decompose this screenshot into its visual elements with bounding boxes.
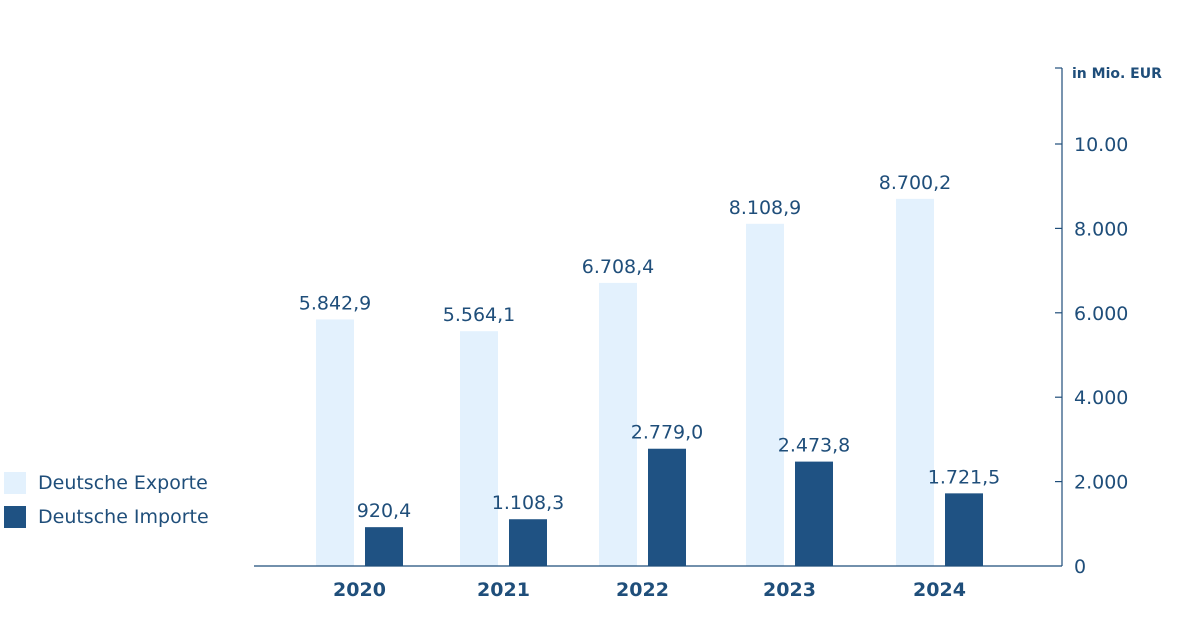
bar-imports-2024 <box>945 493 983 566</box>
x-tick-label-2022: 2022 <box>616 579 669 601</box>
value-label-exports-2021: 5.564,1 <box>443 304 516 326</box>
value-label-imports-2020: 920,4 <box>357 500 411 522</box>
y-tick-label-2000: 2.000 <box>1074 472 1128 494</box>
value-label-imports-2022: 2.779,0 <box>631 422 704 444</box>
bar-exports-2020 <box>316 319 354 566</box>
legend-label-exports: Deutsche Exporte <box>38 472 208 494</box>
y-tick-label-4000: 4.000 <box>1074 387 1128 409</box>
legend-swatch-exports <box>4 472 26 494</box>
bar-imports-2023 <box>795 461 833 566</box>
legend-swatch-imports <box>4 506 26 528</box>
value-label-exports-2023: 8.108,9 <box>729 197 802 219</box>
value-label-exports-2022: 6.708,4 <box>582 256 655 278</box>
legend-item-exports: Deutsche Exporte <box>4 466 209 500</box>
value-label-exports-2020: 5.842,9 <box>299 292 372 314</box>
legend-item-imports: Deutsche Importe <box>4 500 209 534</box>
bar-exports-2022 <box>599 282 637 566</box>
value-label-imports-2024: 1.721,5 <box>928 466 1001 488</box>
value-labels-group: 5.842,9 920,4 5.564,1 1.108,3 6.708,4 2.779,0… <box>299 172 1001 522</box>
bar-imports-2021 <box>509 519 547 566</box>
x-tick-label-2024: 2024 <box>913 579 966 601</box>
x-tick-label-2020: 2020 <box>333 579 386 601</box>
y-tick-label-10000: 10.00 <box>1074 134 1128 156</box>
x-tick-label-2023: 2023 <box>763 579 816 601</box>
bar-exports-2021 <box>460 331 498 566</box>
y-tick-label-0: 0 <box>1074 556 1086 578</box>
value-label-exports-2024: 8.700,2 <box>879 172 952 194</box>
bar-exports-2024 <box>896 198 934 566</box>
bars-group <box>316 198 983 566</box>
legend: Deutsche Exporte Deutsche Importe <box>4 466 209 534</box>
x-axis: 2020 2021 2022 2023 2024 <box>254 565 1062 601</box>
y-unit-label: in Mio. EUR <box>1072 66 1162 82</box>
y-tick-label-6000: 6.000 <box>1074 303 1128 325</box>
legend-label-imports: Deutsche Importe <box>38 506 209 528</box>
bar-exports-2023 <box>746 223 784 566</box>
bar-imports-2020 <box>365 527 403 566</box>
value-label-imports-2021: 1.108,3 <box>492 492 565 514</box>
y-tick-label-8000: 8.000 <box>1074 218 1128 240</box>
bar-imports-2022 <box>648 448 686 566</box>
x-tick-label-2021: 2021 <box>477 579 530 601</box>
y-axis: 0 2.000 4.000 6.000 8.000 10.00 in Mio. EUR <box>1055 66 1162 578</box>
value-label-imports-2023: 2.473,8 <box>778 435 851 457</box>
